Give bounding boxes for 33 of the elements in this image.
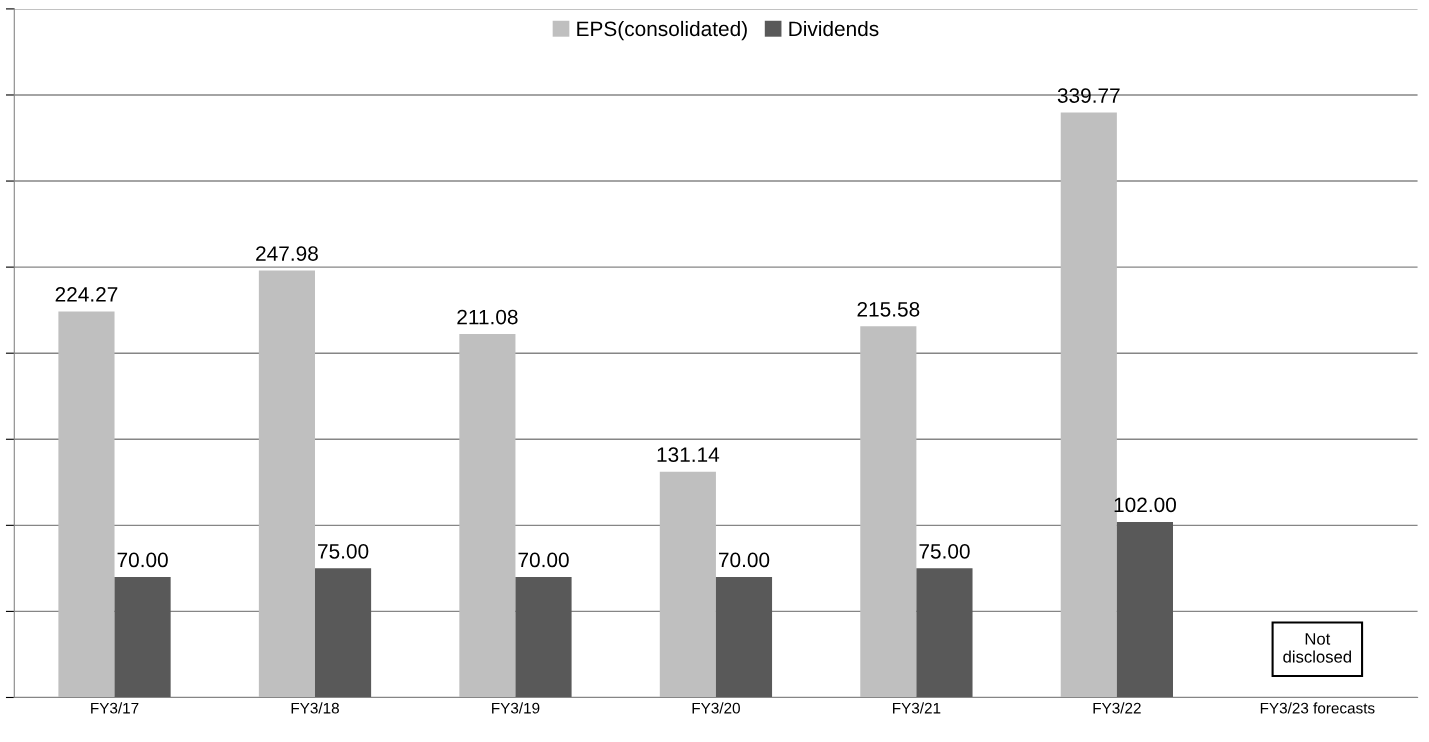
x-tick-label: FY3/22 <box>1093 702 1141 714</box>
x-tick-label: FY3/17 <box>91 702 139 714</box>
bar <box>58 311 115 698</box>
data-label: 75.00 <box>318 543 369 559</box>
bar <box>314 568 372 698</box>
bar <box>916 568 973 698</box>
bar <box>114 576 171 698</box>
bar <box>860 326 917 698</box>
bar <box>515 576 572 698</box>
annotation: Not disclosed <box>1283 633 1351 663</box>
data-label: 70.00 <box>719 552 770 568</box>
data-label: 247.98 <box>256 246 318 261</box>
data-label: 211.08 <box>457 309 518 325</box>
data-label: 70.00 <box>518 552 569 568</box>
bar <box>715 576 773 698</box>
data-label: 339.77 <box>1057 88 1120 103</box>
x-tick-label: FY3/20 <box>692 702 740 714</box>
data-label: 215.58 <box>857 301 920 317</box>
x-tick-label: FY3/19 <box>492 702 540 714</box>
data-label: 131.14 <box>657 447 720 463</box>
bar <box>1116 521 1173 698</box>
data-label: 75.00 <box>919 543 970 559</box>
data-label: 224.27 <box>55 286 118 302</box>
bar <box>258 270 315 698</box>
x-tick-label: FY3/23 forecasts <box>1260 702 1375 714</box>
legend-label: EPS(consolidated) <box>577 20 747 41</box>
data-label: 70.00 <box>117 552 168 568</box>
x-tick-label: FY3/21 <box>893 702 941 714</box>
legend-label: Dividends <box>789 20 879 37</box>
bar <box>459 334 516 698</box>
bar <box>659 471 716 698</box>
x-tick-label: FY3/18 <box>291 702 339 714</box>
data-label: 102.00 <box>1114 497 1176 513</box>
